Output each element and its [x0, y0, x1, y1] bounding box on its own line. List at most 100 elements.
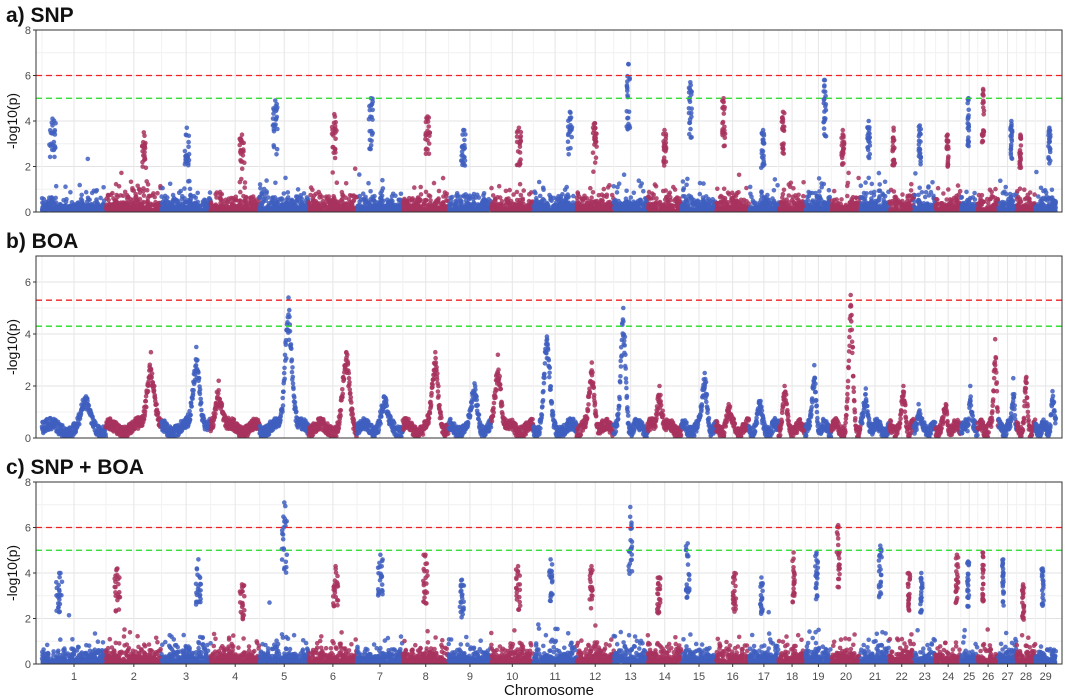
snp-point: [546, 203, 551, 208]
snp-point: [131, 198, 136, 203]
snp-point: [271, 204, 276, 209]
snp-point: [646, 194, 651, 199]
snp-point: [270, 198, 275, 203]
snp-point: [352, 198, 357, 203]
snp-point: [224, 209, 229, 214]
snp-point: [671, 185, 676, 190]
peak-point: [688, 80, 693, 85]
snp-point: [822, 126, 827, 131]
snp-point: [877, 182, 882, 187]
peak-point: [50, 116, 55, 121]
snp-point: [106, 206, 111, 211]
snp-point: [819, 207, 824, 212]
snp-point: [366, 200, 371, 205]
snp-point: [689, 114, 694, 119]
snp-point: [566, 131, 571, 136]
snp-point: [186, 145, 191, 150]
peak-point: [568, 110, 573, 115]
snp-point: [748, 192, 753, 197]
snp-point: [184, 156, 189, 161]
snp-point: [664, 132, 669, 137]
snp-point: [541, 186, 546, 191]
snp-point: [424, 198, 429, 203]
snp-point: [52, 140, 57, 145]
panel-a-gridlines: [36, 30, 1062, 212]
snp-point: [195, 191, 200, 196]
snp-point: [82, 206, 87, 211]
snp-point: [186, 209, 191, 214]
snp-point: [330, 170, 335, 175]
snp-point: [182, 186, 187, 191]
snp-point: [178, 201, 183, 206]
snp-point: [321, 199, 326, 204]
snp-point: [684, 201, 689, 206]
peak-point: [841, 128, 846, 133]
snp-point: [133, 192, 138, 197]
snp-point: [424, 152, 429, 157]
snp-point: [344, 181, 349, 186]
snp-point: [123, 201, 128, 206]
peak-point: [517, 126, 522, 131]
snp-point: [638, 198, 643, 203]
snp-point: [379, 200, 384, 205]
snp-point: [356, 206, 361, 211]
snp-point: [781, 141, 786, 146]
snp-point: [687, 121, 692, 126]
snp-point: [524, 205, 529, 210]
snp-point: [547, 193, 552, 198]
snp-point: [193, 196, 198, 201]
snp-point: [240, 159, 245, 164]
snp-point: [187, 198, 192, 203]
snp-point: [729, 200, 734, 205]
snp-point: [859, 183, 864, 188]
snp-point: [833, 205, 838, 210]
peak-point: [761, 128, 766, 133]
snp-point: [698, 181, 703, 186]
snp-point: [481, 193, 486, 198]
snp-point: [258, 182, 263, 187]
snp-point: [61, 198, 66, 203]
snp-point: [50, 148, 55, 153]
snp-point: [316, 190, 321, 195]
snp-point: [170, 203, 175, 208]
snp-point: [213, 192, 218, 197]
panel-a-title: a) SNP: [6, 4, 74, 27]
snp-point: [845, 194, 850, 199]
snp-point: [527, 199, 532, 204]
snp-point: [889, 188, 894, 193]
snp-point: [311, 196, 316, 201]
snp-point: [566, 207, 571, 212]
peak-point: [781, 110, 786, 115]
snp-point: [554, 209, 559, 214]
peak-point: [592, 121, 597, 126]
snp-point: [516, 162, 521, 167]
snp-point: [240, 141, 245, 146]
snp-point: [830, 209, 835, 214]
snp-point: [668, 204, 673, 209]
snp-point: [426, 124, 431, 129]
snp-point: [260, 200, 265, 205]
snp-point: [707, 202, 712, 207]
snp-point: [473, 206, 478, 211]
snp-point: [458, 195, 463, 200]
snp-point: [721, 120, 726, 125]
snp-point: [539, 209, 544, 214]
snp-point: [625, 93, 630, 98]
snp-point: [407, 209, 412, 214]
snp-point: [627, 77, 632, 82]
snp-point: [816, 203, 821, 208]
snp-point: [597, 200, 602, 205]
snp-point: [275, 200, 280, 205]
snp-point: [752, 207, 757, 212]
snp-point: [689, 196, 694, 201]
snp-point: [519, 134, 524, 139]
snp-point: [813, 191, 818, 196]
snp-point: [720, 129, 725, 134]
snp-point: [840, 140, 845, 145]
snp-point: [892, 138, 897, 143]
snp-point: [780, 195, 785, 200]
snp-point: [698, 192, 703, 197]
snp-point: [171, 193, 176, 198]
snp-point: [369, 139, 374, 144]
snp-point: [282, 191, 287, 196]
